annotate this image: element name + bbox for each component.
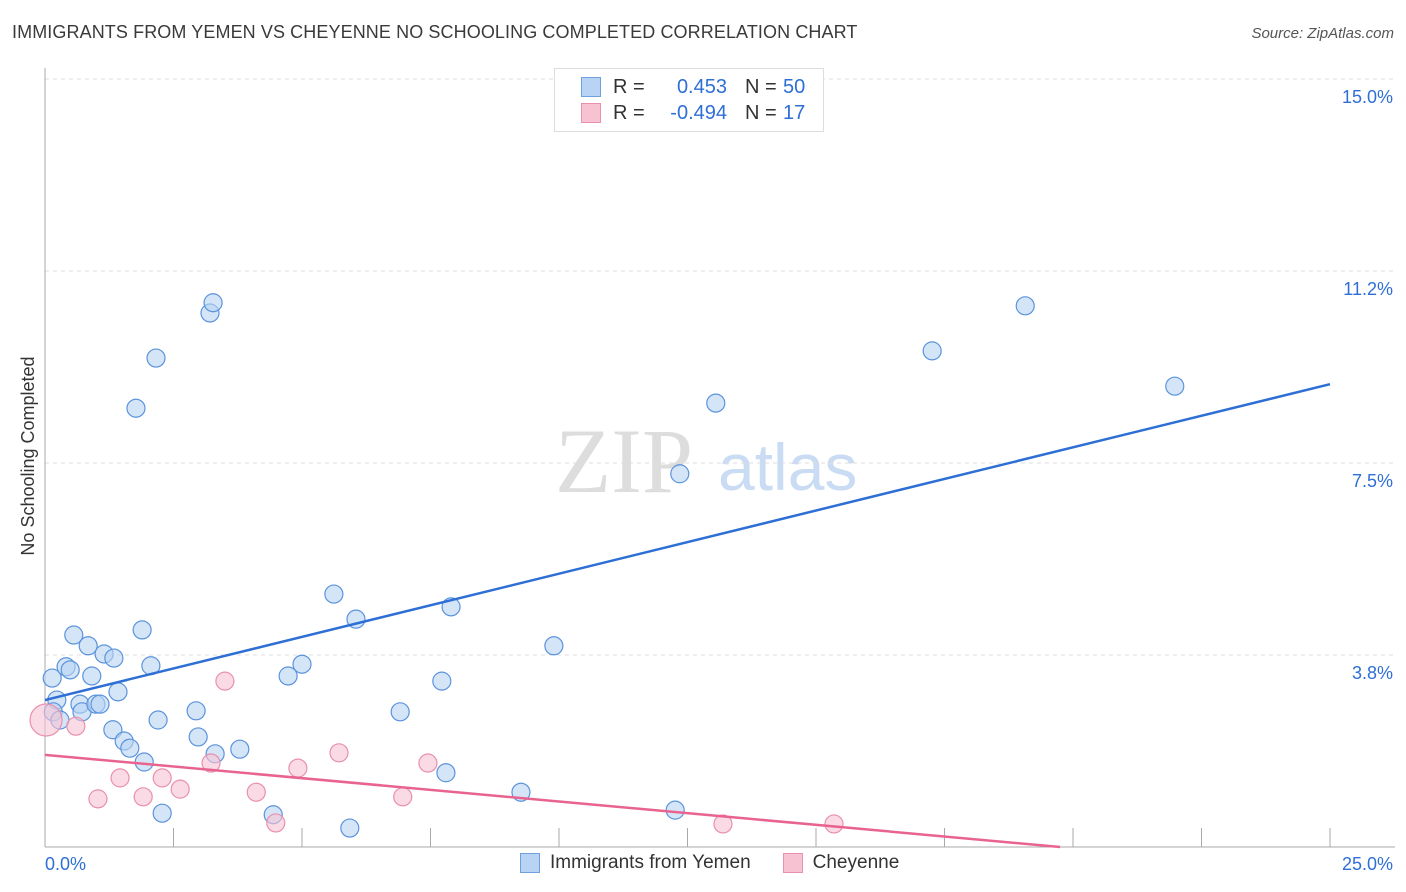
yemen-point	[60, 660, 80, 680]
cheyenne-point	[133, 787, 153, 807]
yemen-point	[126, 398, 146, 418]
yemen-point	[186, 701, 206, 721]
legend-row-cheyenne: R = -0.494 N = 17	[581, 100, 805, 126]
yemen-point	[544, 636, 564, 656]
pink-swatch	[581, 103, 601, 123]
x-tick-label: 0.0%	[45, 854, 86, 874]
yemen-point	[390, 702, 410, 722]
n-label: N =	[745, 101, 777, 124]
yemen-point	[78, 636, 98, 656]
yemen-point	[132, 620, 152, 640]
cheyenne-point	[88, 789, 108, 809]
yemen-point	[134, 752, 154, 772]
yemen-point	[64, 625, 84, 645]
legend-row-yemen: R = 0.453 N = 50	[581, 74, 805, 100]
yemen-point	[152, 803, 172, 823]
yemen-point	[324, 584, 344, 604]
cheyenne-point	[418, 753, 438, 773]
stats-legend: R = 0.453 N = 50 R = -0.494 N = 17	[554, 68, 824, 132]
r-label: R =	[613, 101, 645, 124]
cheyenne-point	[215, 671, 235, 691]
yemen-point	[665, 800, 685, 820]
legend-yemen-label: Immigrants from Yemen	[550, 852, 751, 873]
yemen-point	[90, 694, 110, 714]
y-tick-label: 7.5%	[1352, 471, 1393, 491]
y-axis-label: No Schooling Completed	[18, 356, 38, 555]
cheyenne-point	[110, 768, 130, 788]
yemen-point	[203, 293, 223, 313]
yemen-point	[120, 738, 140, 758]
yemen-point	[1015, 296, 1035, 316]
x-tick-label: 25.0%	[1342, 854, 1393, 874]
yemen-point	[1165, 376, 1185, 396]
source-label: Source: ZipAtlas.com	[1251, 25, 1394, 42]
watermark-atlas: atlas	[718, 430, 857, 504]
cheyenne-point	[29, 703, 63, 737]
yemen-point	[292, 654, 312, 674]
yemen-point	[146, 348, 166, 368]
r-label: R =	[613, 75, 645, 98]
watermark-zip: ZIP	[555, 410, 693, 512]
blue-swatch	[581, 77, 601, 97]
r-value: -0.494	[670, 101, 727, 124]
y-tick-label: 3.8%	[1352, 663, 1393, 683]
yemen-point	[230, 739, 250, 759]
y-tick-label: 11.2%	[1343, 279, 1393, 299]
yemen-point	[706, 393, 726, 413]
chart-title: IMMIGRANTS FROM YEMEN VS CHEYENNE NO SCH…	[12, 22, 858, 42]
yemen-point	[922, 341, 942, 361]
yemen-point	[82, 666, 102, 686]
n-value: 17	[783, 101, 806, 124]
cheyenne-point	[246, 782, 266, 802]
n-label: N =	[745, 75, 777, 98]
pink-swatch	[782, 853, 803, 873]
cheyenne-point	[288, 758, 308, 778]
yemen-trend-line	[44, 382, 1331, 702]
cheyenne-point	[713, 814, 733, 834]
cheyenne-point	[329, 743, 349, 763]
cheyenne-point	[266, 813, 286, 833]
cheyenne-point	[201, 753, 221, 773]
yemen-point	[340, 818, 360, 838]
legend-cheyenne-label: Cheyenne	[812, 852, 900, 873]
yemen-point	[104, 648, 124, 668]
yemen-point	[148, 710, 168, 730]
cheyenne-point	[393, 787, 413, 807]
cheyenne-point	[66, 716, 86, 736]
cheyenne-point	[152, 768, 172, 788]
yemen-point	[188, 727, 208, 747]
yemen-point	[42, 668, 62, 688]
yemen-point	[432, 671, 452, 691]
cheyenne-point	[824, 814, 844, 834]
n-value: 50	[783, 75, 806, 98]
yemen-point	[108, 682, 128, 702]
yemen-point	[670, 464, 690, 484]
yemen-point	[278, 666, 298, 686]
series-legend: Immigrants from Yemen Cheyenne	[520, 852, 899, 874]
blue-swatch	[520, 853, 540, 873]
yemen-point	[436, 763, 456, 783]
y-tick-label: 15.0%	[1342, 87, 1393, 107]
cheyenne-point	[170, 779, 190, 799]
r-value: 0.453	[676, 75, 727, 98]
cheyenne-trend-line	[44, 753, 1061, 849]
